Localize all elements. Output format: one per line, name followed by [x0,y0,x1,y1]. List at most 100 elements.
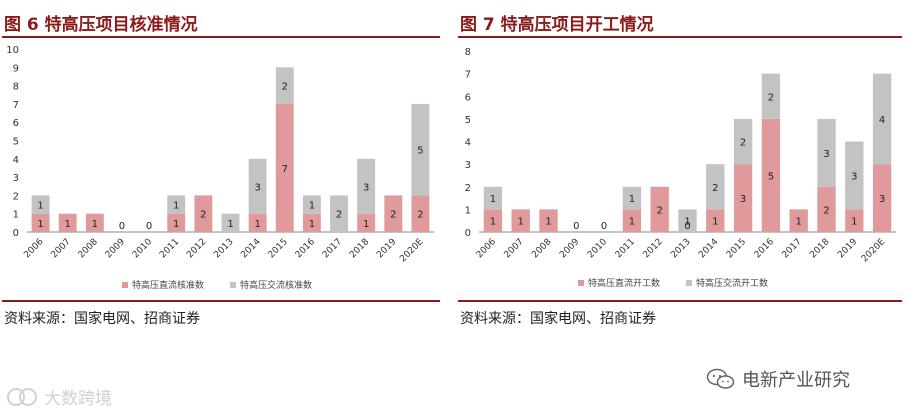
bar-direct [733,164,753,232]
bar-direct [539,209,558,232]
bar-ac [357,158,376,214]
bar-ac [678,209,697,232]
data-label-direct: 3 [879,194,885,205]
data-label-ac: 1 [629,194,635,205]
bar-ac [330,195,348,232]
title-rule [2,36,440,38]
bar-ac [761,73,781,119]
bar-direct [411,195,430,232]
data-label-ac: 3 [823,149,829,160]
x-tick-label: 2008 [530,237,553,260]
data-label-direct: 1 [65,219,71,230]
x-tick-label: 2016 [294,237,317,260]
bar-direct [872,164,892,232]
data-label-ac: 1 [490,194,496,205]
data-label-direct: 1 [518,217,524,228]
x-tick-label: 2019 [375,237,398,260]
data-label-direct: 1 [37,219,43,230]
legend-swatch [578,280,584,286]
data-label-ac: 1 [173,201,179,212]
x-tick-label: 2015 [725,237,748,260]
bar-direct [845,209,864,232]
bar-ac [248,158,267,214]
bar-direct [650,186,669,232]
data-label-direct: 0 [119,221,125,232]
x-tick-label: 2015 [267,237,290,260]
x-tick-label: 2010 [131,237,154,260]
data-label-direct: 1 [92,219,98,230]
x-tick-label: 2013 [212,237,235,260]
bar-ac [167,195,186,214]
bar-ac [872,73,892,165]
brand-logo-icon [7,387,37,406]
y-tick-label: 0 [13,228,19,239]
y-tick-label: 7 [13,100,19,111]
data-label-direct: 3 [740,194,746,205]
y-tick-label: 2 [465,183,471,194]
data-label-direct: 1 [173,219,179,230]
data-label-ac: 1 [309,201,315,212]
y-tick-label: 10 [6,45,19,56]
data-label-direct: 2 [417,210,423,221]
bar-direct [511,209,530,232]
data-label-direct: 1 [254,219,260,230]
x-tick-label: 2007 [50,237,73,260]
bar-ac [275,67,294,104]
brand-watermark: 大数跨境 [6,384,112,409]
data-label-direct: 2 [823,205,829,216]
x-tick-label: 2006 [22,237,45,260]
data-label-direct: 1 [629,217,635,228]
y-tick-label: 3 [465,160,471,171]
x-tick-label: 2017 [781,237,804,260]
x-tick-label: 2017 [321,237,344,260]
bar-direct [483,209,503,232]
x-tick-label: 2009 [104,237,127,260]
data-label-ac: 1 [227,219,233,230]
legend-label: 特高压交流开工数 [696,277,768,289]
bar-direct [357,213,376,232]
data-label-direct: 5 [768,171,774,182]
data-label-direct: 1 [851,217,857,228]
figure-7-chart: 0123456781120061200712008020090201011201… [465,47,896,289]
x-tick-label: 2016 [753,237,776,260]
data-label-ac: 2 [336,210,342,221]
data-label-direct: 1 [712,217,718,228]
x-tick-label: 2013 [669,237,692,260]
y-tick-label: 9 [13,63,19,74]
data-label-direct: 1 [490,217,496,228]
y-tick-label: 5 [465,115,471,126]
data-label-ac: 3 [254,182,260,193]
bar-direct [248,213,267,232]
watermark-right-text: 电新产业研究 [742,370,850,391]
bar-direct [275,103,294,233]
data-label-ac: 5 [417,146,423,157]
bar-ac [411,103,430,196]
y-tick-label: 1 [465,205,471,216]
source-rule [2,300,440,302]
y-tick-label: 7 [465,70,471,81]
figure-7-source: 资料来源：国家电网、招商证券 [460,311,656,327]
x-tick-label: 2010 [586,237,609,260]
bar-direct [706,209,725,232]
x-tick-label: 2008 [77,237,100,260]
legend-swatch [122,282,128,288]
bar-ac [221,213,240,232]
bar-ac [302,195,321,214]
data-label-direct: 1 [363,219,369,230]
title-rule [458,36,902,38]
bar-ac [622,186,642,210]
figure-7-title: 图 7 特高压项目开工情况 [460,15,654,35]
data-label-direct: 2 [200,210,206,221]
y-tick-label: 4 [465,138,471,149]
legend-swatch [230,282,236,288]
y-tick-label: 0 [465,228,471,239]
data-label-ac: 2 [768,92,774,103]
legend-label: 特高压直流核准数 [132,279,204,291]
data-label-direct: 2 [390,210,396,221]
data-label-ac: 1 [684,217,690,228]
data-label-direct: 1 [796,217,802,228]
bar-ac [733,118,753,165]
bar-direct [194,195,213,232]
data-label-ac: 3 [851,171,857,182]
data-label-direct: 1 [545,217,551,228]
